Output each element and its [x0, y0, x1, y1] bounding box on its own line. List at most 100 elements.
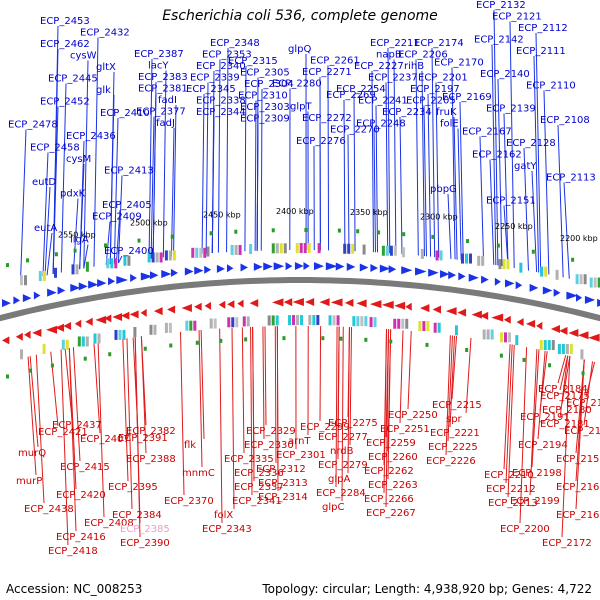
forward-leader-line — [152, 93, 157, 259]
reverse-cog-box — [547, 340, 551, 351]
reverse-cog-box — [500, 332, 504, 343]
forward-leader-line — [497, 78, 503, 267]
reverse-leader-line — [505, 344, 513, 484]
reverse-cog-box — [227, 317, 231, 328]
reverse-cog-box — [561, 344, 565, 355]
reverse-gene-label: ECP_2336 — [234, 468, 284, 479]
forward-cog-box — [544, 266, 548, 277]
forward-gene-mark — [370, 264, 378, 273]
reverse-gene-label: arnT — [288, 436, 311, 447]
reverse-cog-box — [433, 322, 437, 333]
forward-leader-line — [79, 163, 85, 270]
forward-leader-line — [117, 255, 123, 264]
forward-cog-box — [106, 258, 110, 269]
forward-leader-line — [489, 159, 495, 265]
forward-leader-line — [327, 65, 330, 251]
reverse-gene-labels: ECP_2437 ECP_2407 murQ ECP_2415 murP ECP_2420… — [16, 384, 600, 557]
reverse-gene-label: ECP_2438 — [24, 504, 74, 515]
reverse-cog-box — [364, 316, 368, 327]
forward-gene-label: glpQ — [288, 44, 311, 55]
reverse-cog-box — [401, 318, 405, 329]
forward-cog-box — [597, 277, 600, 288]
reverse-cog-box — [332, 315, 336, 326]
reverse-gene-label: ECP_2198 — [512, 468, 562, 479]
forward-gene-mark — [47, 288, 57, 297]
reverse-gene-mark — [271, 298, 284, 307]
reverse-cog-box — [352, 316, 356, 327]
reverse-gene-mark — [420, 304, 430, 313]
forward-leader-line — [457, 128, 462, 261]
forward-gene-label: ECP_2197 — [410, 84, 460, 95]
reverse-cog-box — [93, 333, 97, 344]
reverse-gene-label: ECP_2279 — [318, 460, 368, 471]
forward-gene-mark — [108, 277, 116, 286]
forward-gene-label: ECP_2167 — [462, 127, 512, 138]
forward-gene-label: ECP_2432 — [80, 28, 130, 39]
forward-cog-box — [402, 247, 406, 258]
reverse-cog-box — [454, 325, 458, 336]
forward-cog-box — [575, 274, 579, 285]
reverse-cog-box — [231, 317, 235, 328]
reverse-marker — [389, 339, 393, 344]
reverse-leader-line — [93, 343, 101, 434]
forward-gene-label: ligA — [70, 235, 89, 246]
forward-gene-label: ECP_2142 — [474, 35, 524, 46]
reverse-gene-mark — [381, 300, 394, 309]
forward-cog-box — [477, 255, 481, 266]
forward-gene-label: ECP_2377 — [136, 107, 186, 118]
reverse-gene-label: ECP_2370 — [164, 496, 214, 507]
forward-leader-line — [399, 116, 403, 255]
forward-gene-label: ECP_2205 — [406, 96, 456, 107]
forward-cog-box — [347, 243, 351, 254]
forward-gene-label: ECP_2339 — [190, 73, 240, 84]
reverse-cog-box — [133, 327, 137, 338]
forward-gene-mark — [542, 286, 553, 295]
reverse-cog-box — [271, 315, 275, 326]
forward-marker — [431, 234, 435, 239]
forward-leader-line — [493, 9, 499, 266]
forward-leader-line — [387, 47, 391, 254]
forward-cog-box — [343, 243, 347, 254]
reverse-gene-mark — [568, 328, 579, 337]
reverse-gene-mark — [218, 300, 226, 309]
reverse-cog-box — [296, 315, 300, 326]
reverse-leader-line — [126, 338, 133, 510]
forward-cog-box — [155, 252, 159, 263]
forward-gene-mark — [78, 282, 88, 291]
reverse-gene-mark — [356, 299, 367, 308]
forward-leader-line — [256, 123, 259, 251]
reverse-gene-label: ECP_2335 — [224, 454, 274, 465]
forward-gene-mark — [170, 268, 178, 277]
reverse-leader-line — [140, 336, 147, 454]
forward-leader-line — [563, 182, 570, 279]
forward-gene-mark — [505, 279, 515, 288]
forward-gene-label: eutD — [32, 177, 56, 188]
forward-marker — [531, 249, 535, 254]
forward-leader-line — [393, 59, 397, 254]
forward-cog-box — [295, 243, 299, 254]
forward-leader-line — [46, 232, 53, 276]
forward-cog-box — [123, 255, 127, 266]
reverse-marker — [282, 336, 286, 341]
reverse-gene-label: ECP_2388 — [126, 454, 176, 465]
forward-cog-box — [579, 274, 583, 285]
reverse-leader-line — [274, 326, 277, 464]
reverse-gene-mark — [550, 325, 560, 334]
forward-gene-mark — [285, 262, 293, 271]
reverse-cog-box — [405, 318, 409, 329]
reverse-cog-box — [426, 321, 430, 332]
forward-gene-mark — [440, 270, 450, 279]
reverse-gene-mark — [588, 333, 600, 342]
forward-cog-box — [234, 244, 238, 255]
forward-gene-mark — [140, 272, 153, 281]
forward-gene-mark — [2, 299, 11, 308]
forward-leader-line — [201, 93, 205, 254]
forward-cog-box — [114, 258, 118, 269]
forward-gene-label: ECP_2111 — [516, 46, 566, 57]
reverse-leader-line — [537, 350, 546, 440]
forward-gene-mark — [263, 262, 273, 271]
forward-gene-mark — [359, 263, 369, 272]
forward-gene-label: ECP_2445 — [48, 74, 98, 85]
reverse-cog-box — [397, 318, 401, 329]
